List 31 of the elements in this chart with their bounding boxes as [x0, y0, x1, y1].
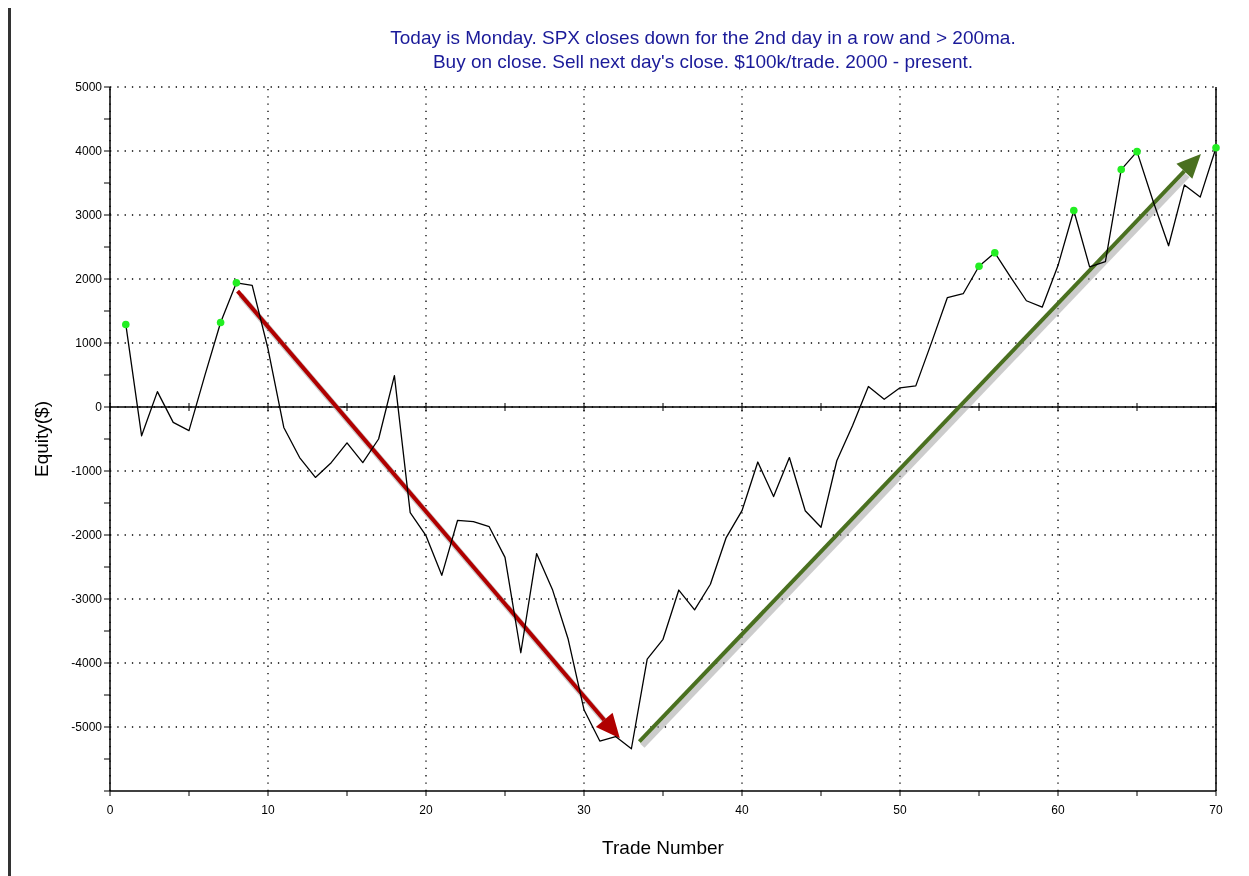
y-tick-label: 5000 [75, 80, 103, 95]
x-tick-label: 20 [419, 803, 433, 817]
point [216, 318, 225, 327]
x-tick-label: 30 [577, 803, 591, 817]
y-axis-title: Equity($) [31, 400, 52, 478]
y-tick-label: 0 [95, 400, 103, 415]
y-tick-label: -3000 [71, 592, 103, 607]
x-tick-label: 40 [735, 803, 749, 817]
point [991, 248, 999, 257]
point [232, 279, 241, 287]
y-tick-label: -5000 [71, 720, 103, 735]
chart-title: Today is Monday. SPX closes down for the 2nd day in a row and > 200ma. Buy on close. Sell next day's close. $100k/trade. 2000 - present. [390, 27, 1016, 72]
y-tick-label: 4000 [75, 144, 103, 159]
point [1212, 144, 1220, 152]
x-tick-label: 10 [261, 803, 275, 817]
x-tick-label: 50 [893, 803, 907, 817]
point [975, 262, 983, 270]
y-tick-label: -2000 [71, 528, 103, 543]
point [1133, 147, 1141, 156]
point [1117, 165, 1125, 174]
y-tick-label: 1000 [75, 336, 103, 351]
y-tick-label: -4000 [71, 656, 103, 671]
x-axis-title: Trade Number [602, 837, 725, 858]
y-tick-label: 2000 [75, 272, 103, 287]
x-tick-label: 0 [106, 803, 114, 817]
y-tick-label: -1000 [71, 464, 103, 479]
point [122, 320, 130, 329]
y-tick-label: 3000 [75, 208, 103, 223]
point [1070, 206, 1078, 215]
x-tick-label: 70 [1209, 803, 1223, 817]
x-tick-label: 60 [1051, 803, 1065, 817]
